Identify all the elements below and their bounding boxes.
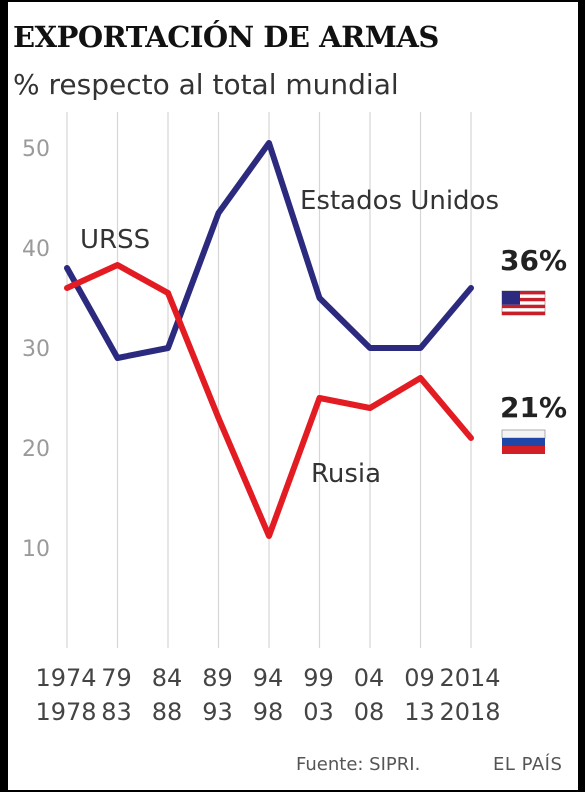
x-tick-label: 03 xyxy=(303,698,334,726)
y-tick-label: 10 xyxy=(22,537,50,562)
russia-flag-icon xyxy=(501,429,546,439)
x-tick-label: 13 xyxy=(404,698,435,726)
russia-flag-stripe-red xyxy=(502,446,545,454)
russia-flag-stripe-blue xyxy=(502,438,545,446)
x-tick-label: 83 xyxy=(101,698,132,726)
x-tick-label: 93 xyxy=(202,698,233,726)
series-label-estados-unidos: Estados Unidos xyxy=(300,186,499,216)
x-tick-label: 98 xyxy=(253,698,284,726)
y-tick-label: 20 xyxy=(22,437,50,462)
x-tick-label: 84 xyxy=(152,664,183,692)
usa-flag-stripe xyxy=(502,291,545,295)
x-tick-label: 2018 xyxy=(439,698,500,726)
x-tick-label: 04 xyxy=(354,664,385,692)
urss-series-line xyxy=(64,262,171,296)
end-value-label: 36% xyxy=(500,244,567,277)
y-tick-label: 40 xyxy=(22,237,50,262)
x-tick-label: 08 xyxy=(354,698,385,726)
series-label-urss: URSS xyxy=(80,225,150,255)
rusia-series-line xyxy=(165,290,474,539)
y-tick-label: 30 xyxy=(22,337,50,362)
usa-series-line xyxy=(64,140,474,361)
series-label-rusia: Rusia xyxy=(311,459,381,489)
usa-flag-stripe xyxy=(502,311,545,315)
usa-flag-canton xyxy=(502,291,520,305)
usa-flag-stripe xyxy=(502,297,545,302)
end-value-label: 21% xyxy=(500,391,567,424)
x-tick-label: 99 xyxy=(303,664,334,692)
publisher-brand: EL PAÍS xyxy=(493,754,563,775)
x-tick-label: 1978 xyxy=(35,698,96,726)
source-note: Fuente: SIPRI. xyxy=(296,754,421,775)
chart-title: EXPORTACIÓN DE ARMAS xyxy=(13,20,439,54)
usa-flag-stripe xyxy=(502,304,545,309)
x-tick-label: 2014 xyxy=(439,664,500,692)
x-tick-label: 1974 xyxy=(35,664,96,692)
x-tick-label: 89 xyxy=(202,664,233,692)
chart-subtitle: % respecto al total mundial xyxy=(13,68,399,101)
x-tick-label: 09 xyxy=(404,664,435,692)
x-tick-label: 79 xyxy=(101,664,132,692)
y-tick-label: 50 xyxy=(22,137,50,162)
x-tick-label: 94 xyxy=(253,664,284,692)
x-tick-label: 88 xyxy=(152,698,183,726)
